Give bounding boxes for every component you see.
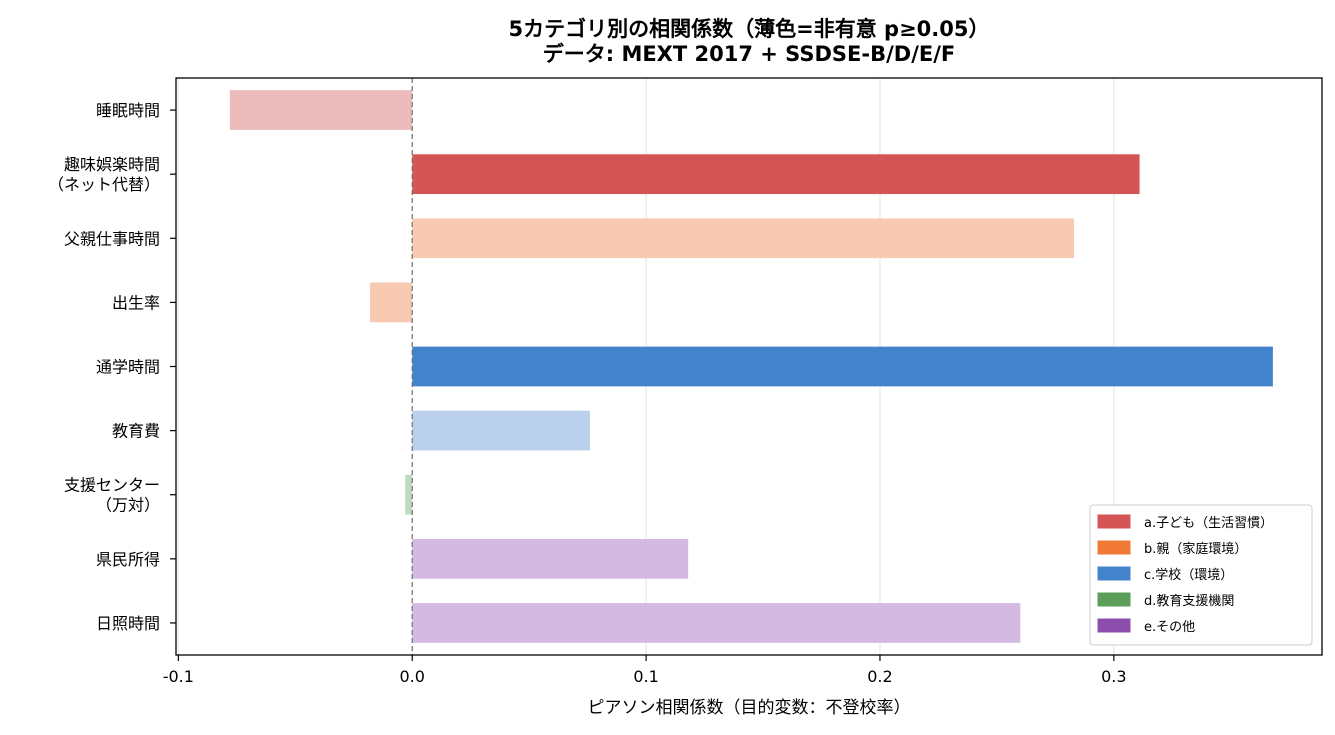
y-tick-label-7: 県民所得 bbox=[96, 550, 160, 569]
legend-label-d: d.教育支援機関 bbox=[1144, 593, 1234, 609]
legend-box bbox=[1089, 504, 1313, 646]
legend-swatch-b bbox=[1097, 540, 1131, 555]
legend: a.子ども（生活習慣） b.親（家庭環境） c.学校（環境） d.教育支援機関 e.その… bbox=[1089, 504, 1313, 646]
legend-label-e: e.その他 bbox=[1144, 620, 1195, 635]
bar-7 bbox=[412, 538, 689, 579]
x-axis-ticks: -0.1 0.0 0.1 0.2 0.3 bbox=[163, 655, 1127, 686]
y-tick-label-1: 趣味娯楽時間（ネット代替） bbox=[48, 155, 160, 194]
y-tick-label-3: 出生率 bbox=[112, 293, 160, 312]
bar-8 bbox=[412, 603, 1021, 643]
title-line-0: 5カテゴリ別の相関係数（薄色=非有意 p≥0.05） bbox=[509, 17, 990, 41]
y-tick-label-4: 通学時間 bbox=[96, 358, 160, 377]
legend-swatch-a bbox=[1097, 514, 1131, 529]
bar-2 bbox=[412, 218, 1075, 259]
title-line-1: データ: MEXT 2017 + SSDSE-B/D/E/F bbox=[543, 42, 956, 66]
y-tick-label-5: 教育費 bbox=[112, 422, 160, 441]
y-tick-label-2: 父親仕事時間 bbox=[64, 229, 160, 248]
bar-0 bbox=[229, 90, 413, 130]
x-axis-label: ピアソン相関係数（目的変数：不登校率） bbox=[588, 698, 911, 718]
legend-swatch-d bbox=[1097, 592, 1131, 607]
legend-label-a: a.子ども（生活習慣） bbox=[1144, 515, 1273, 531]
bars bbox=[229, 90, 1273, 643]
legend-swatch-e bbox=[1097, 618, 1131, 633]
bar-6 bbox=[405, 474, 413, 515]
x-tick-label: 0.1 bbox=[633, 667, 658, 686]
bar-4 bbox=[412, 346, 1273, 387]
x-tick-label: 0.3 bbox=[1101, 667, 1126, 686]
chart-title: 5カテゴリ別の相関係数（薄色=非有意 p≥0.05）データ: MEXT 2017… bbox=[509, 17, 990, 66]
bar-3 bbox=[370, 282, 413, 323]
y-tick-label-0: 睡眠時間 bbox=[96, 101, 160, 120]
x-tick-label: 0.2 bbox=[867, 667, 892, 686]
bar-1 bbox=[412, 154, 1140, 195]
legend-label-c: c.学校（環境） bbox=[1144, 567, 1233, 583]
x-tick-label: 0.0 bbox=[399, 667, 424, 686]
x-tick-label: -0.1 bbox=[163, 667, 194, 686]
y-tick-label-8: 日照時間 bbox=[96, 614, 160, 633]
legend-swatch-c bbox=[1097, 566, 1131, 581]
y-tick-label-6: 支援センター（万対） bbox=[64, 476, 160, 515]
legend-label-b: b.親（家庭環境） bbox=[1144, 541, 1247, 557]
bar-5 bbox=[412, 410, 590, 451]
